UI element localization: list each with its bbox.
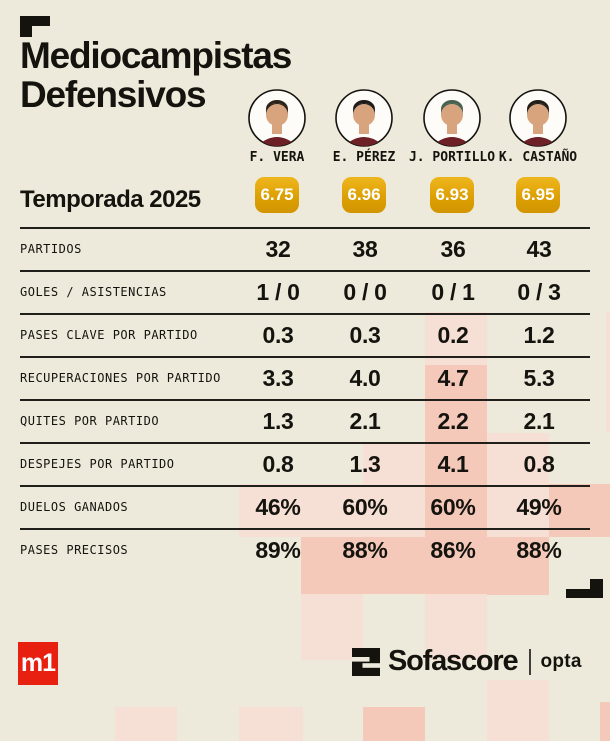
background-pattern-block: [425, 594, 487, 660]
sofascore-wordmark: Sofascore: [388, 645, 519, 677]
stat-value: 1.3: [262, 408, 294, 434]
background-pattern-block: [363, 707, 425, 741]
corner-bracket-bottom-right: [566, 579, 603, 598]
stat-value: 89%: [255, 537, 301, 563]
player-name: E. PÉREZ: [332, 150, 396, 165]
stat-value: 1 / 0: [256, 279, 300, 305]
stat-label: DESPEJES POR PARTIDO: [20, 457, 175, 471]
stat-value: 0.3: [349, 322, 381, 348]
stat-value: 88%: [342, 537, 388, 563]
page-title: Mediocampistas Defensivos: [20, 35, 292, 115]
stat-value: 43: [526, 236, 552, 262]
stat-value: 0 / 1: [431, 279, 475, 305]
stat-label: PASES PRECISOS: [20, 543, 129, 557]
player-avatar: [248, 89, 306, 147]
background-pattern-block: [363, 537, 425, 594]
row-divider-line: [20, 227, 590, 229]
rating-value: 6.93: [435, 185, 469, 204]
stat-value: 0.3: [262, 322, 294, 348]
stat-value: 88%: [516, 537, 562, 563]
season-label: Temporada 2025: [20, 186, 201, 213]
row-divider-line: [20, 356, 590, 358]
background-pattern-block: [425, 365, 487, 430]
background-pattern-block: [115, 707, 177, 741]
opta-divider: [529, 648, 532, 675]
player-avatar: [509, 89, 567, 147]
corner-bracket-top-left: [20, 16, 50, 37]
row-divider-line: [20, 485, 590, 487]
stat-value: 60%: [430, 494, 476, 520]
background-pattern-block: [239, 707, 303, 741]
m1-logo-text: m1: [20, 649, 56, 677]
rating-badge: 6.96: [342, 177, 386, 213]
footer-attribution: Sofascore opta: [352, 645, 582, 678]
stat-label: DUELOS GANADOS: [20, 500, 129, 514]
row-divider-line: [20, 399, 590, 401]
stat-label: QUITES POR PARTIDO: [20, 414, 160, 428]
background-pattern-block: [600, 702, 610, 741]
background-pattern-block: [363, 442, 425, 484]
stat-value: 38: [352, 236, 378, 262]
stat-label: RECUPERACIONES POR PARTIDO: [20, 371, 221, 385]
stat-label: PARTIDOS: [20, 242, 82, 256]
title-line-1: Mediocampistas: [20, 35, 292, 76]
stat-value: 0.2: [437, 322, 469, 348]
stat-value: 2.2: [437, 408, 469, 434]
stat-label: GOLES / ASISTENCIAS: [20, 285, 167, 299]
stat-value: 49%: [516, 494, 562, 520]
player-name: K. CASTAÑO: [498, 150, 578, 165]
stat-value: 1.2: [523, 322, 555, 348]
stat-value: 46%: [255, 494, 301, 520]
stat-value: 2.1: [523, 408, 555, 434]
row-divider-line: [20, 270, 590, 272]
rating-badge: 6.95: [516, 177, 560, 213]
stat-value: 0.8: [262, 451, 294, 477]
player-avatar: [423, 89, 481, 147]
title-line-2: Defensivos: [20, 74, 207, 115]
sofascore-icon: [352, 647, 380, 676]
rating-value: 6.96: [347, 185, 381, 204]
rating-badge: 6.93: [430, 177, 474, 213]
rating-value: 6.95: [521, 185, 555, 204]
stat-value: 60%: [342, 494, 388, 520]
row-divider-line: [20, 313, 590, 315]
row-divider-line: [20, 528, 590, 530]
background-pattern-block: [425, 430, 487, 484]
stat-value: 0 / 3: [517, 279, 561, 305]
opta-wordmark: opta: [540, 650, 582, 672]
background-pattern-block: [487, 537, 549, 595]
stat-value: 86%: [430, 537, 476, 563]
stat-value: 0.8: [523, 451, 555, 477]
stat-value: 32: [265, 236, 291, 262]
stat-value: 5.3: [523, 365, 555, 391]
rating-badge: 6.75: [255, 177, 299, 213]
m1-logo: m1: [18, 642, 58, 685]
stat-value: 2.1: [349, 408, 381, 434]
stat-value: 36: [440, 236, 466, 262]
stat-value: 0 / 0: [343, 279, 387, 305]
background-pattern-block: [487, 433, 549, 484]
player-name: J. PORTILLO: [408, 150, 496, 165]
stat-label: PASES CLAVE POR PARTIDO: [20, 328, 198, 342]
row-divider-line: [20, 442, 590, 444]
background-pattern-block: [425, 537, 487, 594]
rating-value: 6.75: [260, 185, 294, 204]
background-pattern-block: [606, 312, 610, 432]
background-pattern-block: [487, 680, 549, 741]
background-pattern-block: [301, 537, 363, 594]
stat-value: 4.1: [437, 451, 469, 477]
stat-value: 4.0: [349, 365, 381, 391]
player-name: F. VERA: [249, 150, 305, 165]
stat-value: 3.3: [262, 365, 294, 391]
player-avatar: [335, 89, 393, 147]
stat-value: 1.3: [349, 451, 381, 477]
stat-value: 4.7: [437, 365, 469, 391]
